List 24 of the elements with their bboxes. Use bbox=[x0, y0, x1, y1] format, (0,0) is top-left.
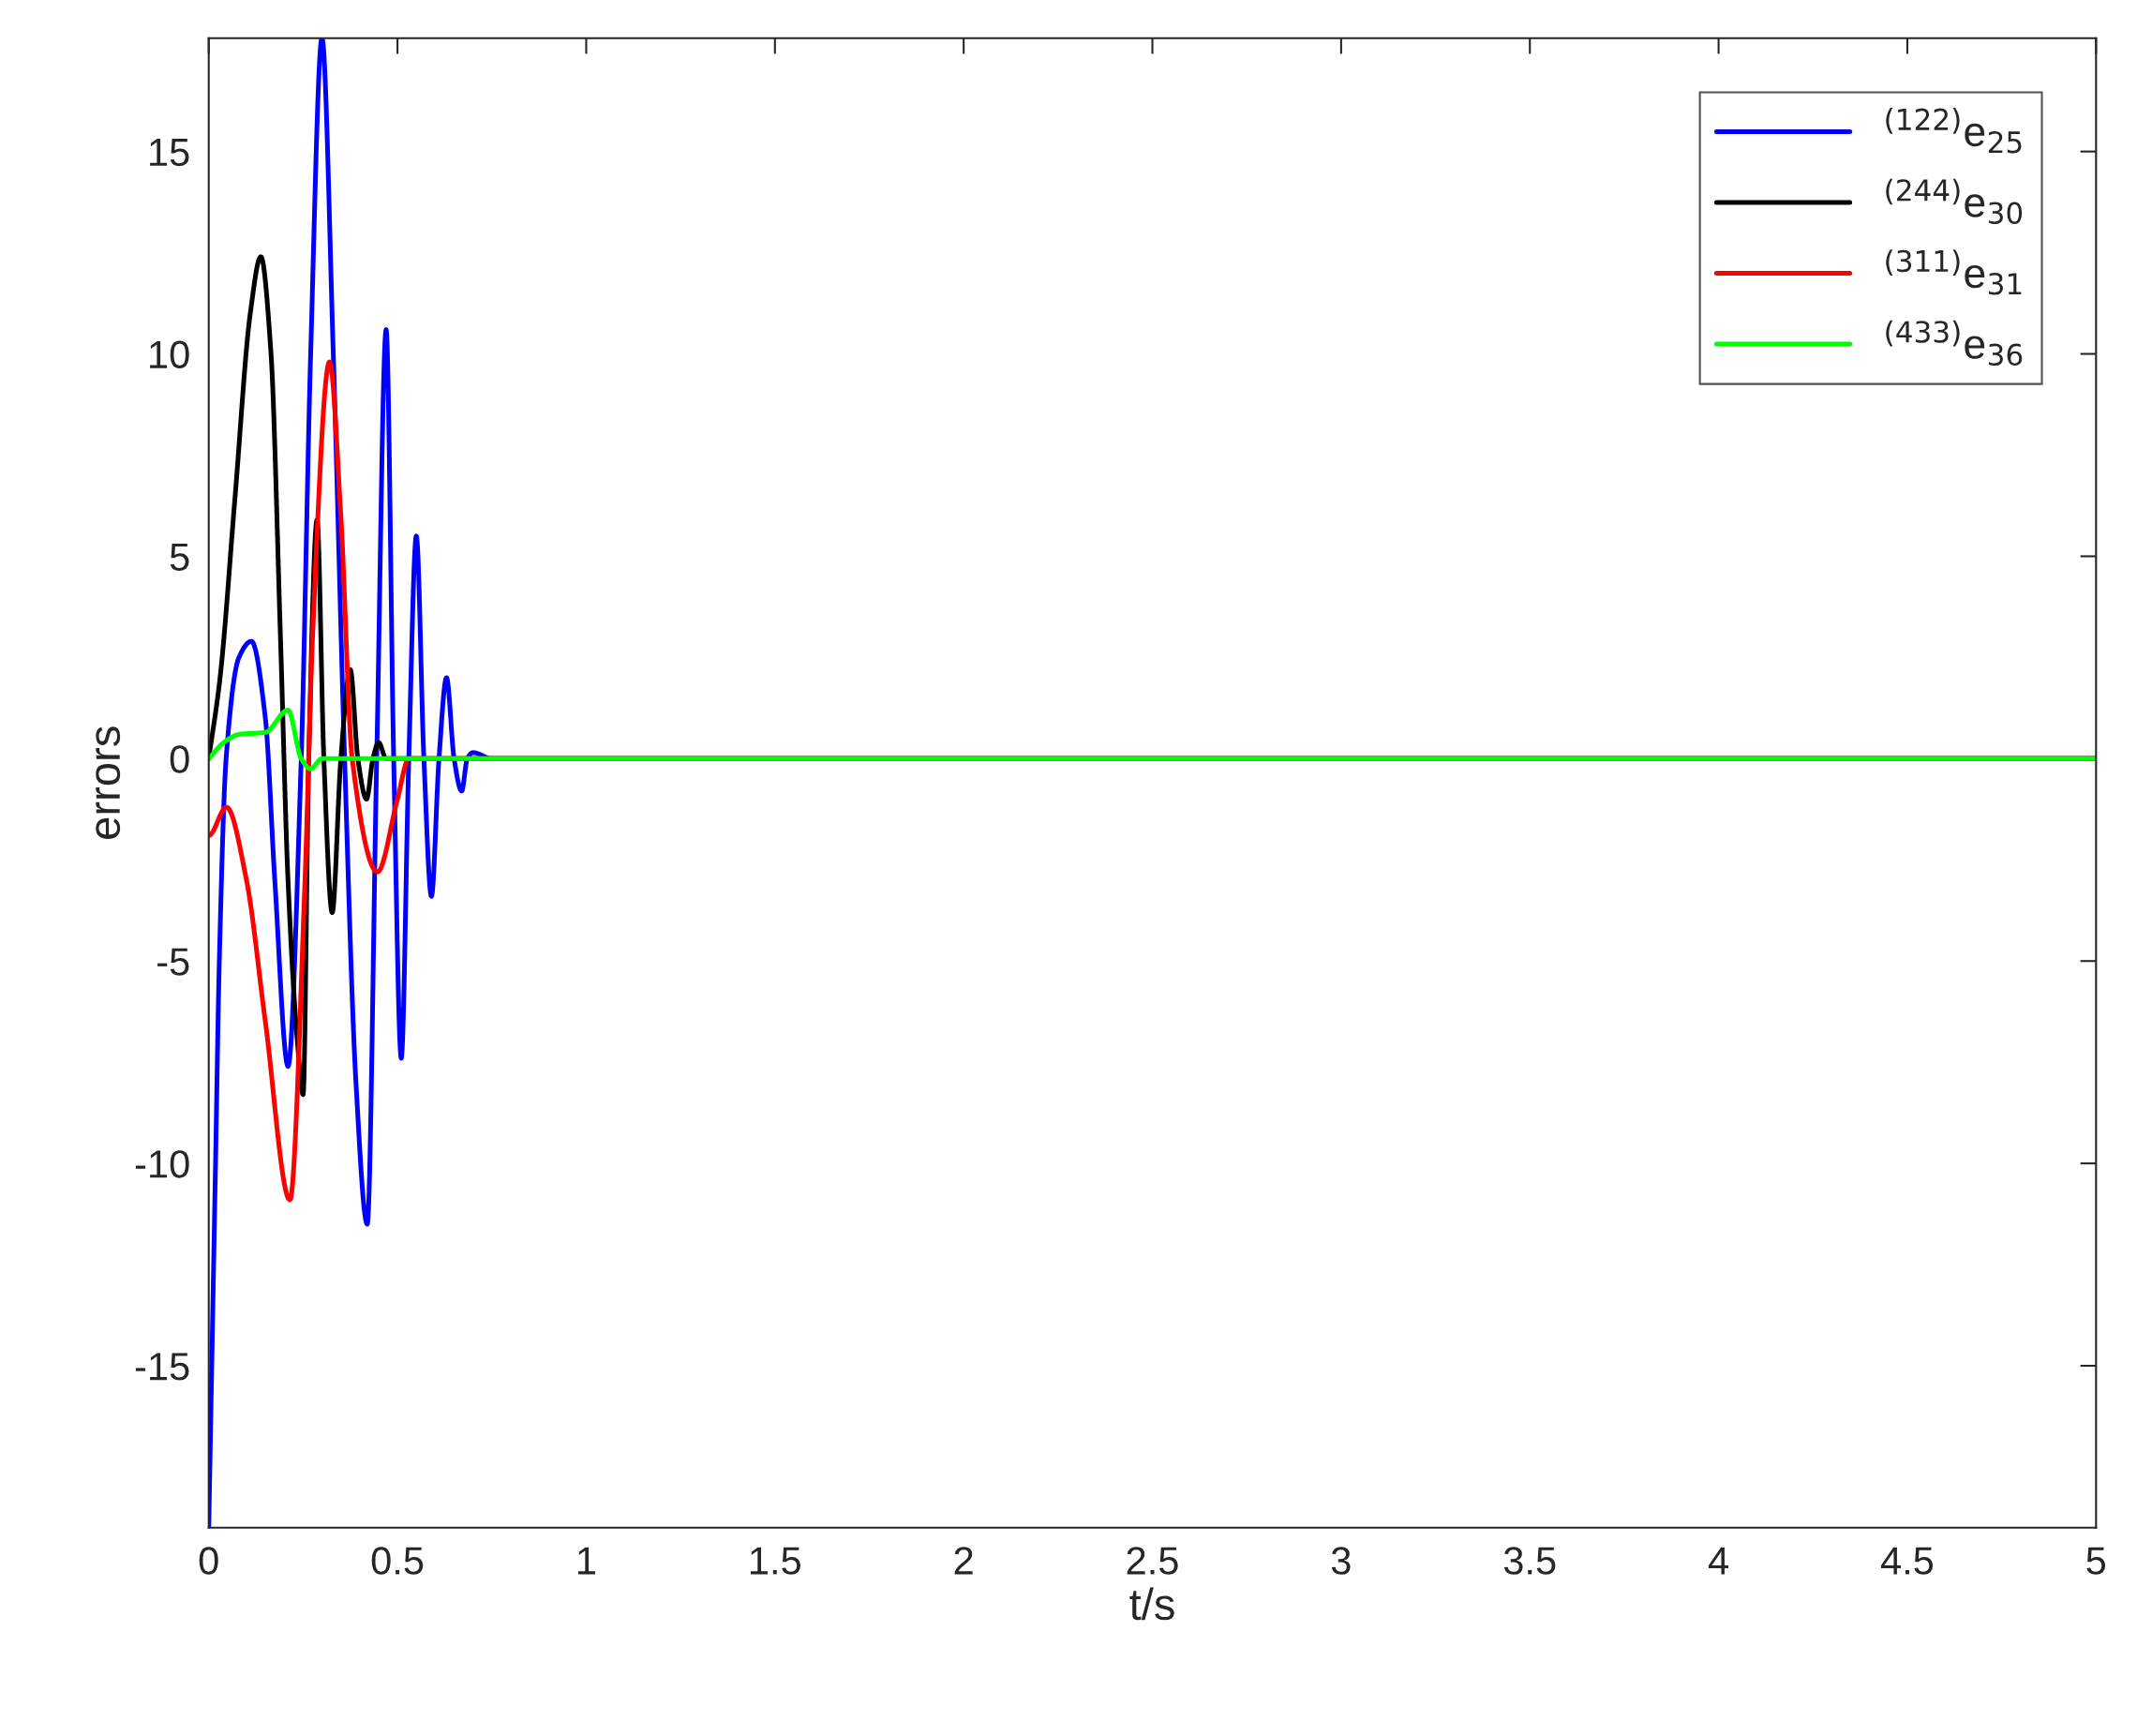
y-tick-label: 5 bbox=[170, 543, 189, 571]
legend-label: $^{(433)}$e$_{36}$ bbox=[1886, 320, 2023, 367]
x-tick-label: 3.5 bbox=[1503, 1547, 1556, 1575]
legend-label: $^{(244)}$e$_{30}$ bbox=[1886, 178, 2023, 224]
x-tick-label: 1 bbox=[578, 1547, 595, 1575]
x-tick-label: 1.5 bbox=[751, 1547, 801, 1575]
x-axis-title: t/s bbox=[1129, 1587, 1174, 1621]
x-tick-label: 2.5 bbox=[1127, 1547, 1178, 1575]
x-tick-label: 0 bbox=[199, 1547, 218, 1575]
legend-label: $^{(122)}$e$_{25}$ bbox=[1886, 108, 2022, 154]
y-tick-label: 0 bbox=[170, 745, 189, 773]
x-tick-label: 4.5 bbox=[1880, 1547, 1934, 1575]
y-tick-label: -5 bbox=[157, 948, 189, 976]
y-tick-label: 15 bbox=[150, 139, 189, 167]
y-axis-title: errors bbox=[96, 726, 121, 839]
y-tick-label: -15 bbox=[135, 1353, 189, 1381]
y-tick-label: 10 bbox=[150, 340, 189, 369]
x-tick-label: 0.5 bbox=[371, 1547, 424, 1575]
legend-label: $^{(311)}$e$_{31}$ bbox=[1886, 249, 2022, 295]
x-tick-label: 3 bbox=[1331, 1547, 1351, 1575]
y-tick-label: -10 bbox=[135, 1150, 189, 1178]
x-tick-label: 4 bbox=[1708, 1547, 1728, 1575]
x-tick-label: 2 bbox=[954, 1547, 973, 1575]
x-tick-label: 5 bbox=[2086, 1547, 2106, 1575]
